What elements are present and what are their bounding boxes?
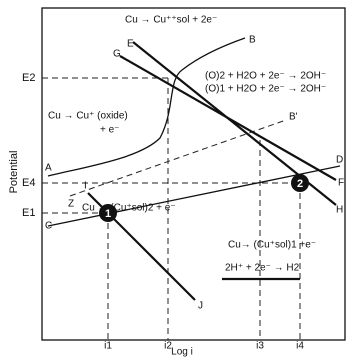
curve-letter: Z	[68, 199, 74, 210]
y-axis-label: Potential	[8, 151, 20, 194]
reaction: Cu→ (Cu⁺sol)1 +e⁻	[228, 240, 316, 251]
x-axis-label: Log i	[171, 347, 193, 358]
curve-letter: B'	[289, 112, 298, 123]
curve-letter: C	[45, 221, 52, 232]
curve-letter: J	[198, 301, 203, 312]
reaction: 2H⁺ + 2e⁻ → H2	[225, 263, 300, 274]
current-label: i1	[104, 341, 112, 352]
point-label: 1	[105, 208, 111, 220]
curve-letter: B	[249, 35, 256, 46]
guides	[42, 77, 301, 340]
reaction: (O)1 + H2O + 2e⁻ → 2OH⁻	[205, 84, 326, 95]
current-label: i4	[296, 341, 304, 352]
reaction: Cu → Cu⁺⁺sol + 2e⁻	[125, 15, 217, 26]
curve-letter: I	[84, 181, 87, 192]
potential-label: E4	[22, 177, 35, 189]
reaction: (O)2 + H2O + 2e⁻ → 2OH⁻	[205, 71, 326, 82]
curve-letter: H	[336, 205, 343, 216]
potential-label: E1	[22, 207, 35, 219]
plot-frame	[41, 7, 346, 341]
intersection-points: 1 2	[99, 174, 309, 222]
reaction: Cu → Cu⁺ (oxide)	[48, 111, 128, 122]
curve-letter: A	[45, 163, 52, 174]
curve-letter: F	[338, 178, 344, 189]
point-label: 2	[297, 178, 303, 190]
reaction: Cu → (Cu⁺sol)2 + e⁻	[82, 203, 176, 214]
curve-letter: D	[336, 155, 343, 166]
polarization-lines	[47, 37, 341, 301]
curve-letter: G	[113, 49, 121, 60]
potential-label: E2	[22, 72, 35, 84]
current-label: i2	[164, 341, 172, 352]
current-label: i3	[256, 341, 264, 352]
reaction: + e⁻	[100, 125, 119, 136]
reaction-labels: Cu → Cu⁺⁺sol + 2e⁻ (O)2 + H2O + 2e⁻ → 2O…	[48, 15, 326, 274]
curve-letter: E	[127, 39, 134, 50]
curve-letters: A B B' C D E F G H I J Z	[45, 35, 344, 312]
